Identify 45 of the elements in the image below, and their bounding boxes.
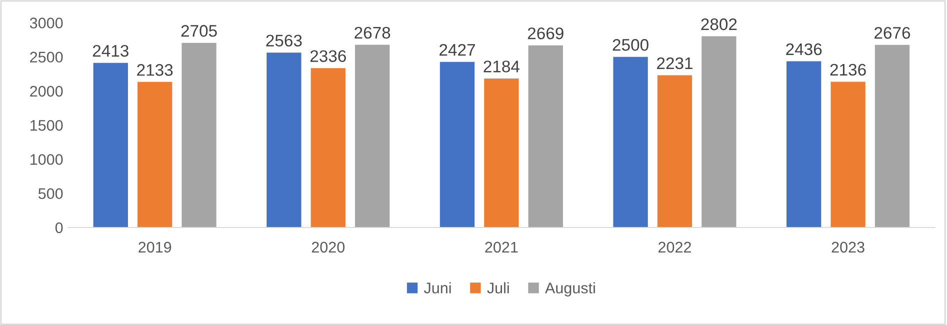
y-tick-label: 1000 [30,154,63,165]
bar [266,52,302,228]
bar [138,82,172,228]
bar [182,42,216,228]
bar [657,75,692,228]
data-label: 2500 [612,39,648,51]
data-label: 2184 [484,60,520,72]
bar [484,78,519,228]
x-tick-label: 2019 [138,242,172,253]
x-tick-label: 2020 [312,242,345,253]
data-label: 2678 [354,26,390,39]
bar [702,36,736,228]
data-label: 2133 [137,64,173,76]
y-tick-label: 1500 [30,120,63,131]
x-tick-label: 2023 [832,242,864,253]
y-tick-label: 0 [55,222,63,234]
x-tick-label: 2021 [485,242,518,253]
legend-label: Juni [424,282,451,294]
bar [354,44,390,228]
data-label: 2705 [181,25,217,37]
bar [528,45,563,228]
data-label: 2436 [786,43,822,56]
y-tick-label: 500 [38,188,63,200]
bar [830,82,866,228]
data-label: 2669 [528,27,564,40]
x-tick-label: 2022 [658,242,691,253]
bar [786,61,822,228]
data-label: 2231 [657,57,692,70]
y-tick-label: 2500 [30,52,63,63]
y-tick-label: 2000 [30,86,63,97]
data-label: 2427 [440,44,475,56]
bar [613,56,648,228]
data-label: 2802 [701,18,737,30]
data-label: 2676 [874,26,910,39]
legend-label: Juli [487,282,509,294]
data-label: 2336 [310,50,346,62]
bar [874,44,910,228]
bar [93,62,128,228]
bar [310,68,346,228]
data-label: 2563 [266,34,302,47]
legend-label: Augusti [545,282,595,296]
data-label: 2136 [830,64,866,76]
data-label: 2413 [92,44,128,57]
y-tick-label: 3000 [30,18,63,28]
bar [440,62,475,228]
